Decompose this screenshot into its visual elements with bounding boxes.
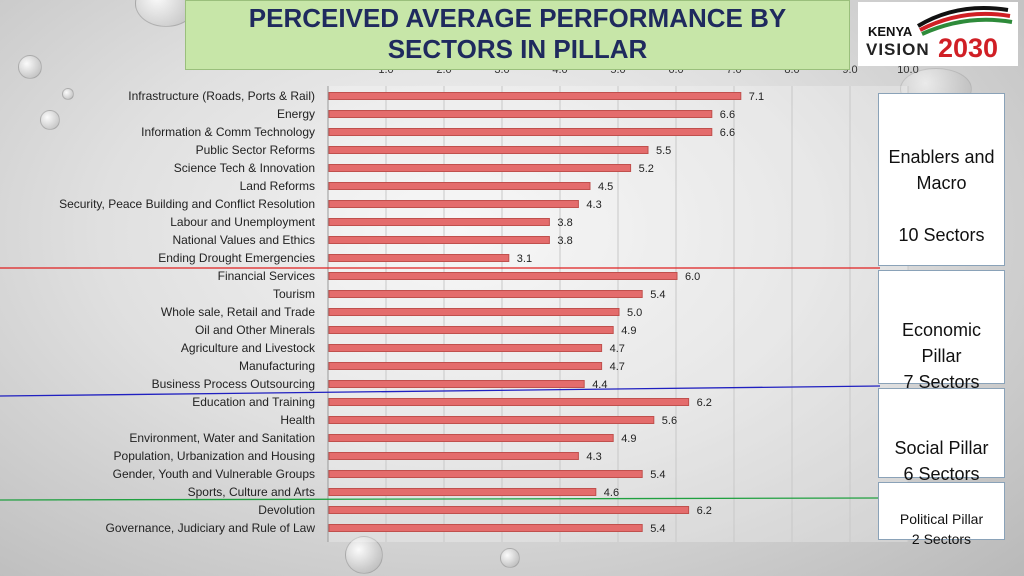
data-label: 4.7 xyxy=(610,343,625,355)
bar xyxy=(328,128,713,136)
category-label: Devolution xyxy=(258,503,315,517)
data-label: 5.5 xyxy=(656,145,671,157)
group-box-enablers: Enablers and Macro 10 Sectors xyxy=(878,93,1005,266)
separator-line-economic xyxy=(0,385,881,397)
category-label: Education and Training xyxy=(192,395,315,409)
bar xyxy=(328,218,550,226)
group-label-economic: Economic Pillar 7 Sectors xyxy=(901,320,982,392)
bar xyxy=(328,110,713,118)
data-label: 5.4 xyxy=(650,469,665,481)
data-label: 4.9 xyxy=(621,433,636,445)
x-tick-label: 10.0 xyxy=(897,64,918,76)
category-label: Tourism xyxy=(273,287,315,301)
separator-line-social xyxy=(0,497,881,501)
bar xyxy=(328,146,649,154)
category-label: Energy xyxy=(277,107,315,121)
data-label: 7.1 xyxy=(749,91,764,103)
bar xyxy=(328,416,655,424)
data-label: 6.0 xyxy=(685,271,700,283)
category-label: Whole sale, Retail and Trade xyxy=(161,305,315,319)
data-label: 5.2 xyxy=(639,163,654,175)
data-label: 4.9 xyxy=(621,325,636,337)
bar xyxy=(328,380,585,388)
category-label: Environment, Water and Sanitation xyxy=(129,431,315,445)
category-label: Business Process Outsourcing xyxy=(152,377,315,391)
data-label: 4.5 xyxy=(598,181,613,193)
data-label: 4.4 xyxy=(592,379,607,391)
data-label: 5.0 xyxy=(627,307,642,319)
data-label: 6.6 xyxy=(720,127,735,139)
category-label: Ending Drought Emergencies xyxy=(158,251,315,265)
data-label: 6.2 xyxy=(697,505,712,517)
bar xyxy=(328,398,690,406)
bar xyxy=(328,272,678,280)
category-label: Oil and Other Minerals xyxy=(195,323,315,337)
category-label: Public Sector Reforms xyxy=(196,143,315,157)
bar xyxy=(328,254,510,262)
decor-bubble xyxy=(345,536,383,574)
group-label-political: Political Pillar 2 Sectors xyxy=(899,511,984,547)
bar xyxy=(328,200,579,208)
category-label: Population, Urbanization and Housing xyxy=(114,449,315,463)
bar xyxy=(328,344,603,352)
bar xyxy=(328,362,603,370)
category-label: Governance, Judiciary and Rule of Law xyxy=(106,521,316,535)
bar xyxy=(328,506,690,514)
data-label: 6.6 xyxy=(720,109,735,121)
group-label-enablers: Enablers and Macro 10 Sectors xyxy=(888,147,995,245)
data-label: 4.3 xyxy=(586,199,601,211)
decor-bubble xyxy=(18,55,42,79)
bar xyxy=(328,452,579,460)
data-label: 3.8 xyxy=(557,235,572,247)
bar xyxy=(328,182,591,190)
bar xyxy=(328,488,597,496)
category-label: Security, Peace Building and Conflict Re… xyxy=(59,197,315,211)
category-label: Health xyxy=(280,413,315,427)
data-label: 4.6 xyxy=(604,487,619,499)
bar xyxy=(328,92,742,100)
bar xyxy=(328,290,643,298)
category-label: Sports, Culture and Arts xyxy=(188,485,315,499)
data-label: 5.6 xyxy=(662,415,677,427)
bar xyxy=(328,164,632,172)
category-label: Manufacturing xyxy=(239,359,315,373)
page-title-text: PERCEIVED AVERAGE PERFORMANCE BY SECTORS… xyxy=(248,3,787,64)
category-label: Gender, Youth and Vulnerable Groups xyxy=(113,467,315,481)
logo-year-text: 2030 xyxy=(938,33,999,63)
category-label: Information & Comm Technology xyxy=(141,125,315,139)
page-title: PERCEIVED AVERAGE PERFORMANCE BY SECTORS… xyxy=(185,0,850,70)
data-label: 6.2 xyxy=(697,397,712,409)
data-label: 5.4 xyxy=(650,523,665,535)
group-box-economic: Economic Pillar 7 Sectors xyxy=(878,270,1005,392)
bar xyxy=(328,524,643,532)
logo-swoosh-icon xyxy=(916,6,1013,36)
data-label: 4.3 xyxy=(586,451,601,463)
bar xyxy=(328,434,614,442)
bar xyxy=(328,326,614,334)
decor-bubble xyxy=(500,548,520,568)
group-box-political: Political Pillar 2 Sectors xyxy=(878,482,1005,547)
logo-kenya-text: KENYA xyxy=(868,24,913,39)
category-label: Science Tech & Innovation xyxy=(174,161,315,175)
category-label: Infrastructure (Roads, Ports & Rail) xyxy=(128,89,315,103)
category-label: National Values and Ethics xyxy=(172,233,315,247)
data-label: 5.4 xyxy=(650,289,665,301)
data-label: 3.1 xyxy=(517,253,532,265)
category-label: Agriculture and Livestock xyxy=(181,341,316,355)
bar xyxy=(328,470,643,478)
bar xyxy=(328,236,550,244)
decor-bubble xyxy=(40,110,60,130)
bar xyxy=(328,308,620,316)
category-label: Financial Services xyxy=(218,269,315,283)
group-label-social: Social Pillar 6 Sectors xyxy=(894,438,989,484)
data-label: 3.8 xyxy=(557,217,572,229)
group-box-social: Social Pillar 6 Sectors xyxy=(878,388,1005,484)
data-label: 4.7 xyxy=(610,361,625,373)
category-label: Land Reforms xyxy=(240,179,315,193)
category-label: Labour and Unemployment xyxy=(170,215,315,229)
decor-bubble xyxy=(62,88,74,100)
logo-vision-text: VISION xyxy=(866,40,930,59)
kenya-vision-2030-logo: KENYA VISION 2030 xyxy=(858,2,1018,66)
